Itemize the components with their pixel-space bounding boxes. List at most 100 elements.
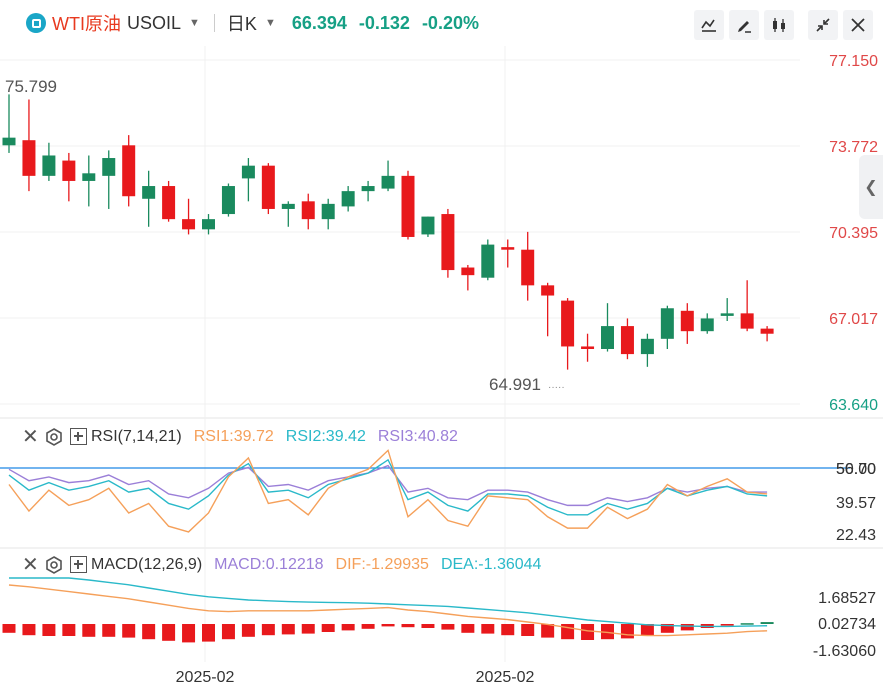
line-chart-button[interactable] (694, 10, 724, 40)
macd-histogram-bar (301, 624, 315, 634)
price-axis-label: 63.640 (829, 397, 878, 414)
macd-histogram-bar (501, 624, 515, 636)
macd-axis-label: 0.02734 (818, 616, 876, 633)
macd-histogram-bar (660, 624, 674, 633)
macd-histogram-bar (341, 624, 355, 631)
macd-histogram-bar (122, 624, 136, 638)
price-axis-label: 70.395 (829, 225, 878, 242)
rsi1-line (8, 449, 768, 533)
macd-histogram-bar (281, 624, 295, 635)
macd-panel-header: ✕ MACD(12,26,9) MACD:0.12218 DIF:-1.2993… (22, 552, 553, 577)
candle-body (720, 313, 734, 316)
macd-title: MACD(12,26,9) (91, 555, 203, 573)
candle (241, 158, 255, 202)
rsi-settings-icon[interactable] (44, 427, 70, 447)
indicator-button[interactable] (764, 10, 794, 40)
pencil-icon (738, 21, 751, 33)
macd-histogram-bar (162, 624, 176, 641)
candle (601, 303, 614, 352)
macd-histogram-bar (182, 624, 196, 643)
macd-histogram-bar (760, 622, 774, 624)
rsi-axis-label: 39.57 (836, 495, 876, 512)
period-selector[interactable]: 日K (226, 14, 257, 34)
macd-histogram-bar (241, 624, 255, 637)
candle-body (301, 201, 315, 220)
dea-line (9, 577, 768, 628)
macd-histogram-bar (541, 624, 555, 638)
line-chart-icon (701, 19, 716, 32)
candle-body (660, 308, 674, 339)
candle-body (401, 175, 415, 237)
price-axis-label: 67.017 (829, 311, 878, 328)
candle (720, 298, 734, 321)
rsi-close-icon[interactable]: ✕ (22, 426, 39, 448)
candle (700, 313, 714, 334)
macd-histogram-bar (42, 624, 56, 636)
candle (501, 239, 515, 268)
candle (182, 198, 196, 235)
candle (561, 298, 575, 370)
candle-body (361, 186, 375, 192)
macd-value: MACD:0.12218 (214, 555, 324, 573)
candle-body (142, 186, 156, 199)
candle-body (381, 175, 395, 189)
side-panel-toggle[interactable]: ❮ (859, 155, 883, 219)
candle (281, 201, 295, 227)
macd-histogram-bar (321, 624, 335, 632)
time-axis-label: 2025-02 (176, 669, 235, 686)
candle-body (640, 338, 654, 355)
candle (62, 152, 76, 202)
macd-settings-icon[interactable] (44, 555, 70, 575)
candle (42, 142, 56, 181)
candle (660, 305, 674, 350)
candle (481, 239, 495, 281)
macd-close-icon[interactable]: ✕ (22, 554, 39, 576)
symbol-code[interactable]: USOIL (127, 12, 182, 33)
candle-body (541, 285, 555, 296)
dif-line (8, 584, 768, 637)
macd-histogram-bar (720, 624, 734, 626)
macd-histogram-bar (521, 624, 535, 636)
macd-histogram-bar (461, 624, 475, 633)
rsi1-value: RSI1:39.72 (193, 427, 274, 445)
candle-body (281, 203, 295, 209)
collapse-button[interactable] (808, 10, 838, 40)
macd-add-icon[interactable] (70, 556, 87, 573)
candle (381, 160, 395, 192)
candle (461, 264, 475, 291)
symbol-name[interactable]: WTI原油 (52, 14, 121, 34)
candle (22, 99, 36, 192)
low-marker-leader: ····· (548, 382, 565, 393)
macd-histogram-bar (481, 624, 495, 634)
header-divider (213, 14, 215, 32)
macd-histogram-bar (2, 624, 16, 633)
candle-body (82, 173, 96, 181)
macd-histogram-bar (202, 624, 215, 642)
period-dropdown-chevron-icon[interactable]: ▼ (264, 17, 276, 29)
candle-body (521, 249, 535, 286)
macd-histogram-bar (581, 624, 595, 640)
candle (341, 186, 355, 212)
dif-value: DIF:-1.29935 (335, 555, 429, 573)
price-axis-label: 77.150 (829, 53, 878, 70)
close-button[interactable] (843, 10, 873, 40)
macd-histogram-bar (62, 624, 76, 636)
candle-body (321, 203, 335, 220)
candle (441, 208, 455, 278)
rsi-title: RSI(7,14,21) (91, 427, 182, 445)
candle (321, 198, 335, 230)
draw-button[interactable] (729, 10, 759, 40)
candle-body (202, 219, 215, 230)
chart-header: WTI原油 USOIL ▼ 日K ▼ 66.394 -0.132 -0.20% (0, 0, 883, 46)
rsi-add-icon[interactable] (70, 428, 87, 445)
macd-histogram-bar (421, 624, 435, 628)
close-icon (851, 18, 865, 32)
candle-body (760, 328, 774, 334)
candle (361, 180, 375, 202)
candle-body (22, 140, 36, 176)
symbol-dropdown-chevron-icon[interactable]: ▼ (189, 17, 200, 29)
rsi-axis-label: 22.43 (836, 527, 876, 544)
candle-body (62, 160, 76, 181)
candle (2, 94, 16, 153)
